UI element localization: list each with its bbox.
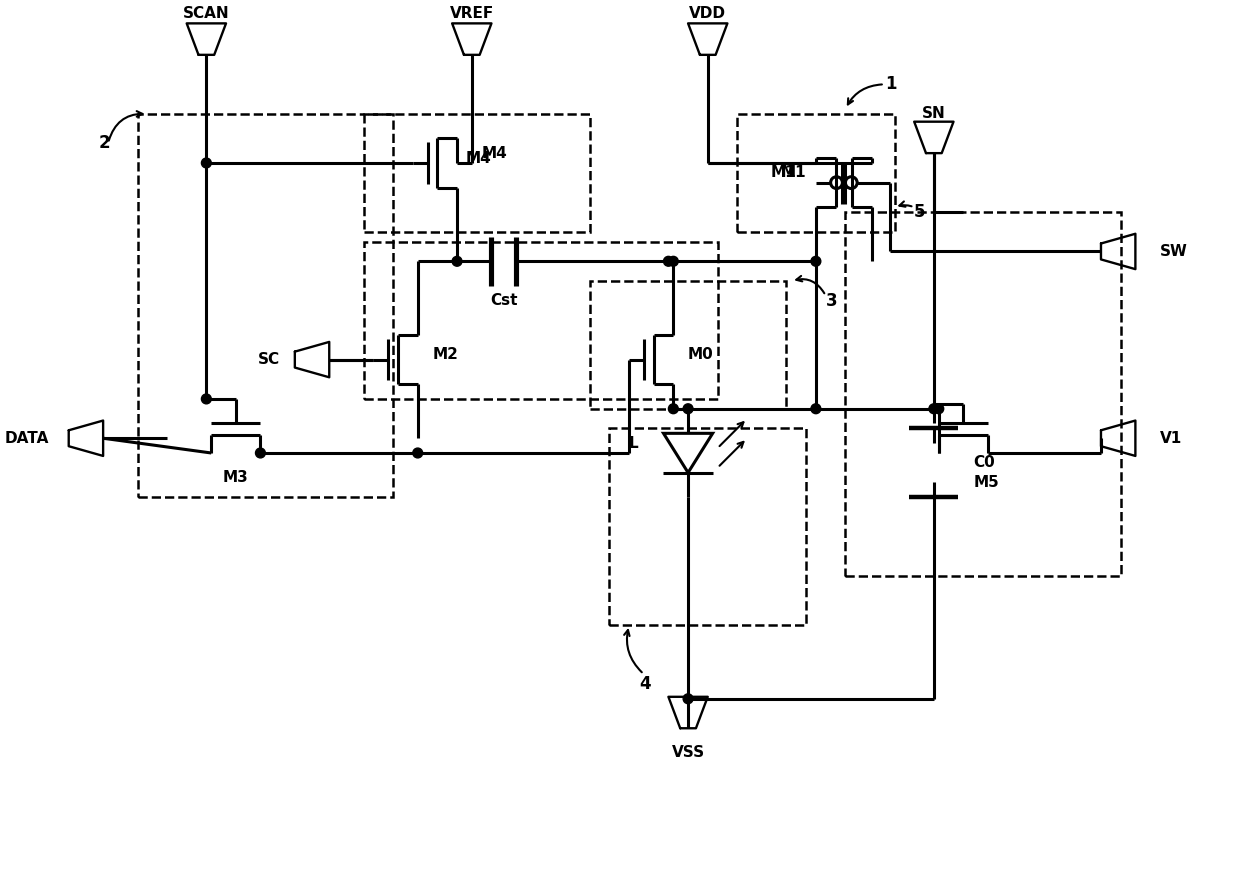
Text: L: L	[629, 435, 639, 450]
Text: VREF: VREF	[450, 6, 494, 21]
Bar	[363, 114, 590, 232]
Text: M4: M4	[466, 151, 491, 166]
Text: DATA: DATA	[5, 431, 50, 446]
Text: Cst: Cst	[490, 293, 517, 308]
Circle shape	[668, 257, 678, 266]
Text: M3: M3	[223, 470, 249, 485]
Bar	[138, 114, 393, 498]
Bar	[363, 242, 718, 399]
Circle shape	[201, 158, 211, 168]
Text: 1: 1	[884, 75, 897, 94]
Circle shape	[934, 404, 944, 413]
Circle shape	[413, 449, 423, 458]
Text: M2: M2	[433, 347, 459, 362]
Text: M0: M0	[688, 347, 714, 362]
Circle shape	[453, 257, 463, 266]
Text: VDD: VDD	[689, 6, 727, 21]
Text: SW: SW	[1159, 244, 1188, 259]
Text: VSS: VSS	[672, 745, 704, 760]
Text: SN: SN	[923, 106, 946, 121]
Circle shape	[811, 257, 821, 266]
Text: SCAN: SCAN	[184, 6, 229, 21]
Text: C0: C0	[973, 456, 994, 470]
Circle shape	[811, 404, 821, 413]
Text: SC: SC	[258, 352, 280, 367]
Circle shape	[929, 404, 939, 413]
Text: M1: M1	[770, 166, 796, 180]
Text: M4: M4	[481, 145, 507, 160]
Text: 5: 5	[914, 203, 926, 221]
Circle shape	[663, 257, 673, 266]
Circle shape	[255, 449, 265, 458]
Text: 2: 2	[98, 134, 110, 152]
Bar	[609, 428, 806, 625]
Bar	[846, 212, 1121, 576]
Text: M5: M5	[973, 475, 999, 490]
Bar	[590, 281, 786, 409]
Circle shape	[683, 694, 693, 703]
Text: 3: 3	[826, 292, 837, 309]
Bar	[738, 114, 894, 232]
Text: M1: M1	[780, 166, 806, 180]
Text: V1: V1	[1159, 431, 1182, 446]
Circle shape	[683, 404, 693, 413]
Text: 4: 4	[639, 675, 651, 693]
Circle shape	[201, 394, 211, 404]
Circle shape	[668, 404, 678, 413]
